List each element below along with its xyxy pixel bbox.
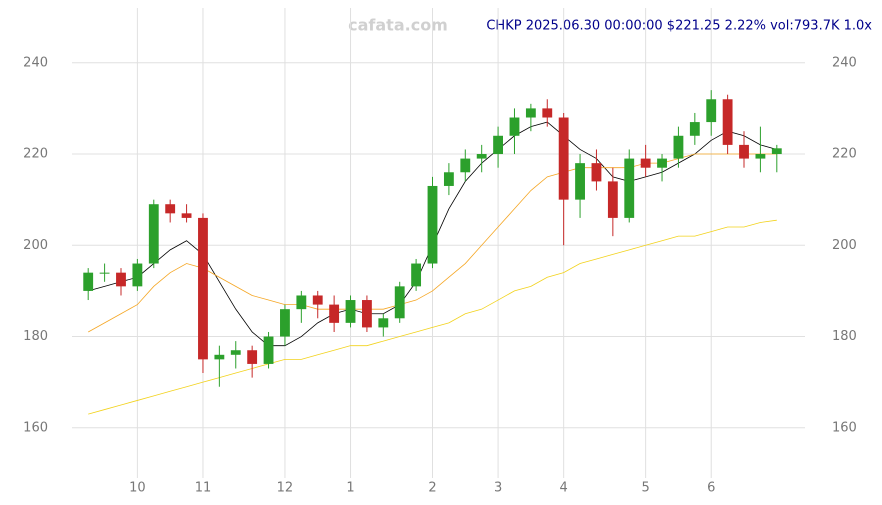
chart-title: CHKP 2025.06.30 00:00:00 $221.25 2.22% v… <box>486 19 872 34</box>
x-tick-label: 11 <box>195 481 212 496</box>
candle-body <box>575 163 585 200</box>
candle-body <box>263 336 274 364</box>
candle-body <box>755 154 766 159</box>
y-tick-label: 160 <box>23 420 48 435</box>
candle-body <box>624 158 635 218</box>
candle-body <box>525 108 536 118</box>
candle-body <box>362 300 372 328</box>
candle-body <box>591 163 602 182</box>
candle-body <box>329 304 340 323</box>
candle-body <box>640 158 651 168</box>
candle-body <box>411 263 422 287</box>
candle-body <box>165 204 176 214</box>
x-tick-label: 5 <box>641 481 649 496</box>
y-tick-label: 180 <box>23 329 48 344</box>
y-tick-label-right: 220 <box>832 147 857 162</box>
candle-body <box>558 117 569 200</box>
x-tick-label: 3 <box>494 481 502 496</box>
candle-body <box>345 300 356 323</box>
x-tick-label: 4 <box>560 481 568 496</box>
candle-body <box>427 185 438 264</box>
y-tick-label-right: 240 <box>832 55 857 70</box>
candle-body <box>443 172 454 186</box>
y-tick-label-right: 180 <box>832 329 857 344</box>
candle-body <box>230 350 241 355</box>
candle-body <box>509 117 520 136</box>
candle-body <box>296 295 307 310</box>
candle-body <box>214 354 225 360</box>
candle-body <box>99 272 110 274</box>
candle-body <box>657 158 667 168</box>
candle-body <box>378 318 389 328</box>
candle-body <box>771 148 782 155</box>
candle-body <box>83 272 94 291</box>
candle-body <box>394 286 405 319</box>
candle-body <box>132 263 143 287</box>
candle-body <box>673 135 684 159</box>
y-tick-label-right: 200 <box>832 238 857 253</box>
x-tick-label: 2 <box>428 481 436 496</box>
moving-average <box>88 219 777 415</box>
candle-body <box>493 135 503 155</box>
candle-body <box>542 108 553 118</box>
candle-body <box>181 213 192 218</box>
x-tick-label: 10 <box>129 481 146 496</box>
y-tick-label: 200 <box>23 238 48 253</box>
y-tick-label: 220 <box>23 147 48 162</box>
x-tick-label: 1 <box>346 481 354 496</box>
candle-body <box>689 122 700 136</box>
watermark: cafata.com <box>348 16 448 35</box>
x-tick-label: 12 <box>277 481 294 496</box>
y-tick-label: 240 <box>23 55 48 70</box>
candle-body <box>476 154 487 159</box>
candle-body <box>247 350 258 364</box>
y-tick-label-right: 160 <box>832 420 857 435</box>
candle-body <box>460 158 471 173</box>
candle-body <box>280 309 290 337</box>
candle-body <box>739 144 749 159</box>
candle-body <box>706 99 717 123</box>
candle-body <box>722 99 733 145</box>
candle-body <box>607 181 618 218</box>
candle-body <box>312 295 323 305</box>
candle-body <box>198 217 208 360</box>
candle-body <box>148 204 159 264</box>
candle-body <box>116 272 126 287</box>
x-tick-label: 6 <box>707 481 715 496</box>
